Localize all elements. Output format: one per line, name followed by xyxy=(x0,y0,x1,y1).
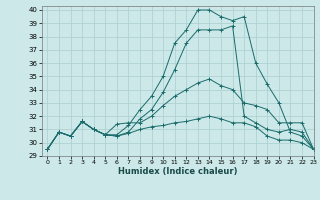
X-axis label: Humidex (Indice chaleur): Humidex (Indice chaleur) xyxy=(118,167,237,176)
